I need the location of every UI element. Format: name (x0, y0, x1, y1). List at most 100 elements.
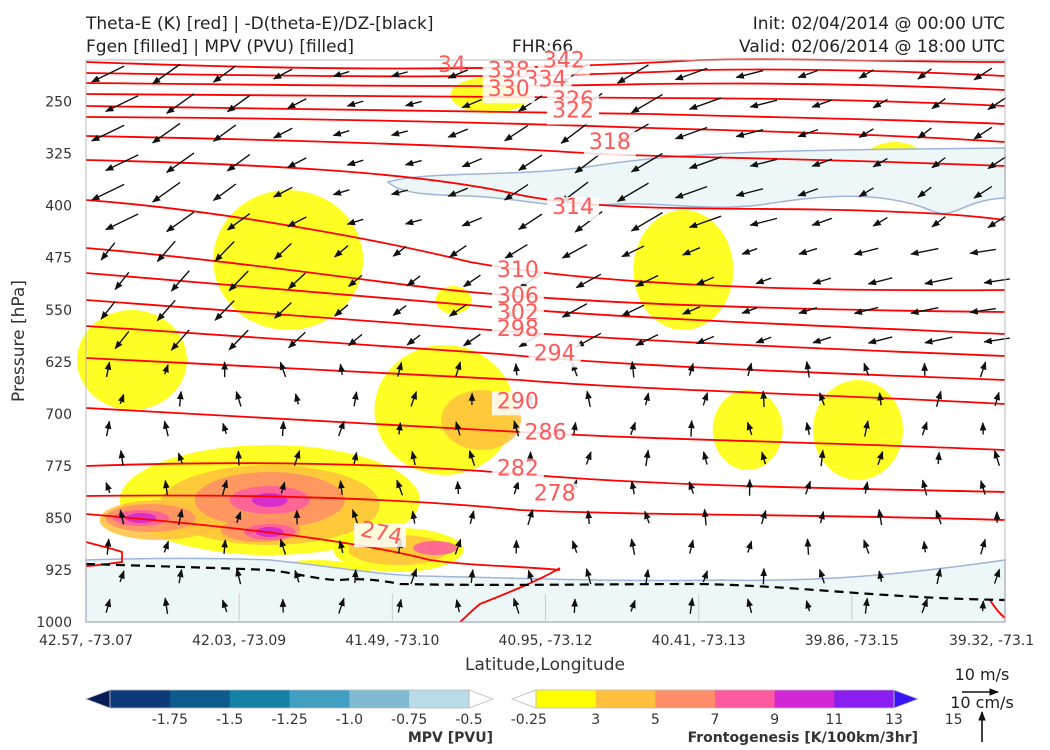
wind-vector (338, 540, 345, 554)
y-tick-label: 625 (45, 355, 72, 371)
wind-vector (993, 391, 1001, 406)
wind-vector (921, 421, 928, 436)
wind-vector (177, 508, 184, 526)
wind-vector (973, 67, 993, 81)
wind-vector (987, 156, 1007, 170)
wind-vector (293, 449, 301, 466)
wind-vector (348, 333, 363, 347)
y-tick-label: 850 (45, 511, 72, 527)
colorbar-tick: -1.0 (336, 712, 363, 728)
mpv-region (386, 147, 1006, 215)
wind-vector (234, 511, 242, 524)
wind-vector (468, 569, 476, 584)
wind-vector (805, 599, 812, 612)
wind-vector (332, 70, 350, 78)
wind-vector (118, 570, 125, 583)
wind-vector (162, 540, 169, 553)
theta-e-contour (989, 599, 1006, 619)
theta-e-contour (85, 247, 1006, 313)
colorbar-frame (109, 689, 470, 709)
wind-vector (877, 570, 885, 582)
wind-vector (235, 390, 242, 407)
filled-area (251, 493, 288, 507)
wind-vector (745, 540, 753, 553)
wind-vector (170, 270, 190, 292)
colorbar-tick: -1.5 (216, 712, 243, 728)
colorbar-segment (715, 690, 776, 708)
colorbar-extend (84, 689, 111, 709)
wind-vector (575, 273, 602, 289)
wind-vector (811, 217, 833, 226)
colorbar-tick: 5 (651, 712, 660, 728)
theta-e-contour (85, 325, 1006, 381)
wind-vector (461, 217, 483, 227)
wind-vector (104, 538, 112, 555)
fgen-colorbar: 3 5 7 9 11 13 15 (510, 689, 963, 728)
filled-area (633, 210, 734, 330)
mpv-region (85, 557, 1006, 623)
contour-label-bg (491, 319, 544, 344)
x-tick-label: 42.03, -73.09 (192, 633, 286, 649)
contour-label: 290 (497, 389, 539, 414)
wind-vector (629, 599, 636, 612)
contour-label-bg (547, 197, 600, 222)
wind-vector (346, 218, 364, 226)
wind-vector (741, 247, 758, 255)
colorbar-tick: -1.75 (152, 712, 188, 728)
theta-e-contour (85, 68, 1006, 78)
wind-vector (447, 128, 469, 138)
wind-vector (272, 127, 293, 139)
contour-label-bg (491, 260, 544, 285)
wind-vector (235, 450, 243, 466)
wind-vector (872, 216, 888, 227)
wind-vector (983, 278, 1010, 286)
wind-vector (858, 187, 874, 198)
theta-e-labels: 3423383343303263223183143103063022982942… (354, 49, 636, 550)
wind-vector (286, 157, 307, 169)
mpv-colorbar-title: MPV [PVU] (408, 730, 493, 746)
wind-vector (104, 598, 112, 613)
wind-vector (396, 598, 403, 613)
wind-vector (574, 151, 603, 174)
theta-e-contour (85, 105, 1006, 125)
wind-vector (863, 539, 870, 554)
wind-vector (571, 540, 579, 554)
wind-vector (346, 159, 364, 167)
wind-vector (410, 568, 418, 585)
wind-vector (695, 276, 715, 286)
wind-vector (396, 479, 404, 496)
wind-vector (688, 481, 695, 494)
wind-vector (114, 330, 130, 350)
contour-label-bg (491, 458, 544, 483)
wind-vector (163, 420, 170, 437)
stability-contour (85, 562, 1006, 602)
wind-vector (630, 93, 663, 114)
theta-e-contour (85, 357, 1006, 405)
wind-vector (105, 213, 139, 231)
wind-vector (468, 449, 476, 466)
colorbar-tick: -0.5 (455, 712, 482, 728)
colorbar-segment (774, 690, 835, 708)
wind-vector (228, 329, 249, 351)
wind-vector (863, 597, 870, 614)
wind-vector (798, 247, 818, 256)
wind-vector (621, 304, 645, 317)
wind-vector (212, 65, 237, 83)
y-axis-ticks: 250 325 400 475 550 625 700 775 850 925 1000 (36, 95, 72, 631)
wind-vector (755, 277, 772, 285)
wind-vector (701, 392, 709, 406)
theta-e-contour (85, 513, 561, 571)
wind-vector (286, 216, 307, 228)
wind-vector (688, 97, 722, 110)
wind-vector (334, 304, 349, 317)
wind-vector (979, 600, 987, 612)
wind-vector (818, 510, 825, 524)
theta-e-contour (85, 494, 1006, 521)
contour-label-bg (547, 100, 600, 125)
wind-vector (804, 360, 812, 378)
filled-area (712, 390, 783, 470)
colorbar-segment (110, 690, 171, 708)
wind-vector (447, 187, 469, 197)
wind-vector (630, 152, 663, 173)
